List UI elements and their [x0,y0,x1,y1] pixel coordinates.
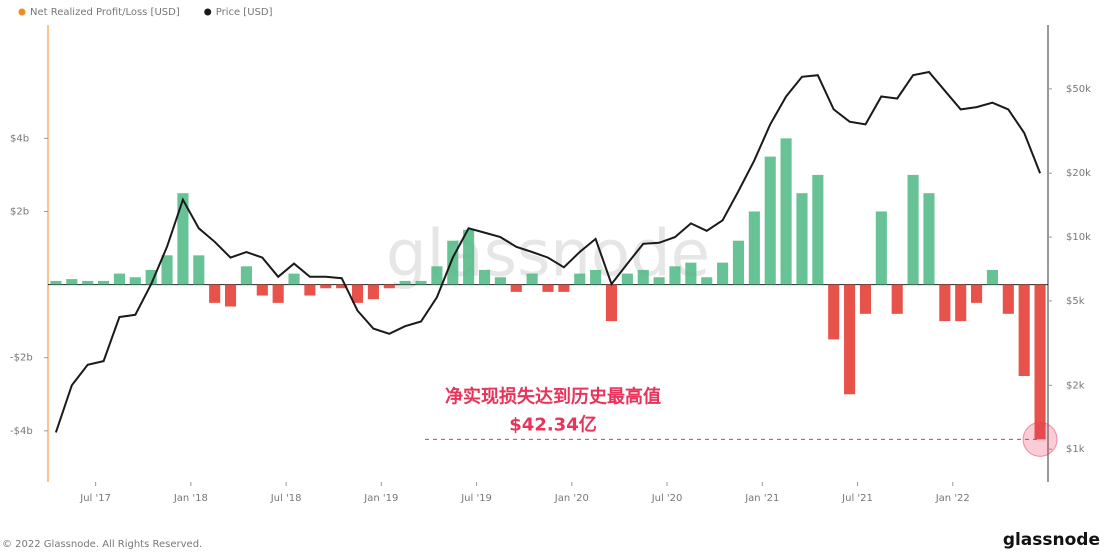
x-tick-label: Jul '17 [79,493,111,504]
annotation-label: $42.34亿 [509,413,596,435]
bar [764,156,776,285]
annotation-text: 净实现损失达到历史最高值 [445,385,661,407]
bar [288,273,300,285]
bar [1018,284,1030,376]
bar [193,255,205,285]
x-tick-label: Jul '19 [460,493,492,504]
bar [590,269,602,285]
x-tick-label: Jul '18 [270,493,302,504]
bar [351,284,364,303]
bar [177,193,189,285]
y-tick-label: $4b [10,133,29,144]
bar [415,280,427,285]
bar [923,193,935,285]
legend-swatch [204,8,212,16]
x-tick-label: Jul '20 [651,493,683,504]
bar [510,284,522,292]
bar [224,284,237,307]
bar [336,284,348,289]
bar [637,269,649,285]
bar [113,273,125,285]
bar [367,284,379,300]
bar [859,284,872,314]
bar [240,266,252,285]
bar [66,279,78,285]
x-tick-label: Jan '20 [554,493,589,504]
bar [129,277,141,285]
bar [939,284,951,322]
legend-label: Net Realized Profit/Loss [USD] [30,7,180,18]
y-tick-label: -$4b [10,426,33,437]
bar [1002,284,1014,314]
y2-tick-label: $50k [1066,84,1091,95]
bar [748,211,760,285]
bar [478,269,491,285]
bar [875,211,887,285]
annotation-marker [1022,421,1058,457]
bar [558,284,570,292]
bar [463,229,475,285]
bar [399,280,411,285]
bar [526,273,538,285]
y-tick-label: -$2b [10,353,33,364]
bar [828,284,840,340]
bar [431,266,443,285]
bar [542,284,554,292]
bar [891,284,903,314]
bar [494,277,506,285]
bar [812,174,824,285]
legend-label: Price [USD] [216,7,273,18]
bar [256,284,268,296]
bar [669,266,681,285]
bar [98,280,110,285]
price-line [54,70,1042,433]
bar [955,284,967,322]
bar [161,255,173,285]
x-tick-label: Jan '19 [363,493,398,504]
bar [320,284,332,289]
x-tick-label: Jan '18 [173,493,208,504]
bar [272,284,284,303]
bar [209,284,221,303]
legend-swatch [18,8,26,16]
y2-tick-label: $20k [1066,168,1091,179]
x-tick-label: Jan '21 [744,493,779,504]
bar [780,138,792,285]
bar [685,262,697,285]
bar [717,262,729,285]
bar [605,284,618,322]
x-tick-label: Jan '22 [935,493,970,504]
bar [145,269,157,285]
bar [844,284,856,395]
logo: glassnode [1003,530,1100,550]
bar [971,284,983,303]
footer: © 2022 Glassnode. All Rights Reserved. [2,539,202,550]
bar [986,269,998,285]
bar [50,280,62,285]
x-tick-label: Jul '21 [841,493,873,504]
y2-tick-label: $10k [1066,232,1091,243]
y2-tick-label: $1k [1066,444,1085,455]
bar [796,193,808,285]
bar [701,277,713,285]
bar [82,280,94,285]
bar [383,284,395,289]
bar [621,273,633,285]
bar [653,277,665,285]
bar [1034,284,1046,440]
y2-tick-label: $2k [1066,380,1085,391]
bar [907,174,919,285]
bar [447,240,459,285]
bar [574,273,586,285]
y-tick-label: $2b [10,206,29,217]
bar [304,284,316,296]
y2-tick-label: $5k [1066,296,1085,307]
bar [732,240,745,285]
